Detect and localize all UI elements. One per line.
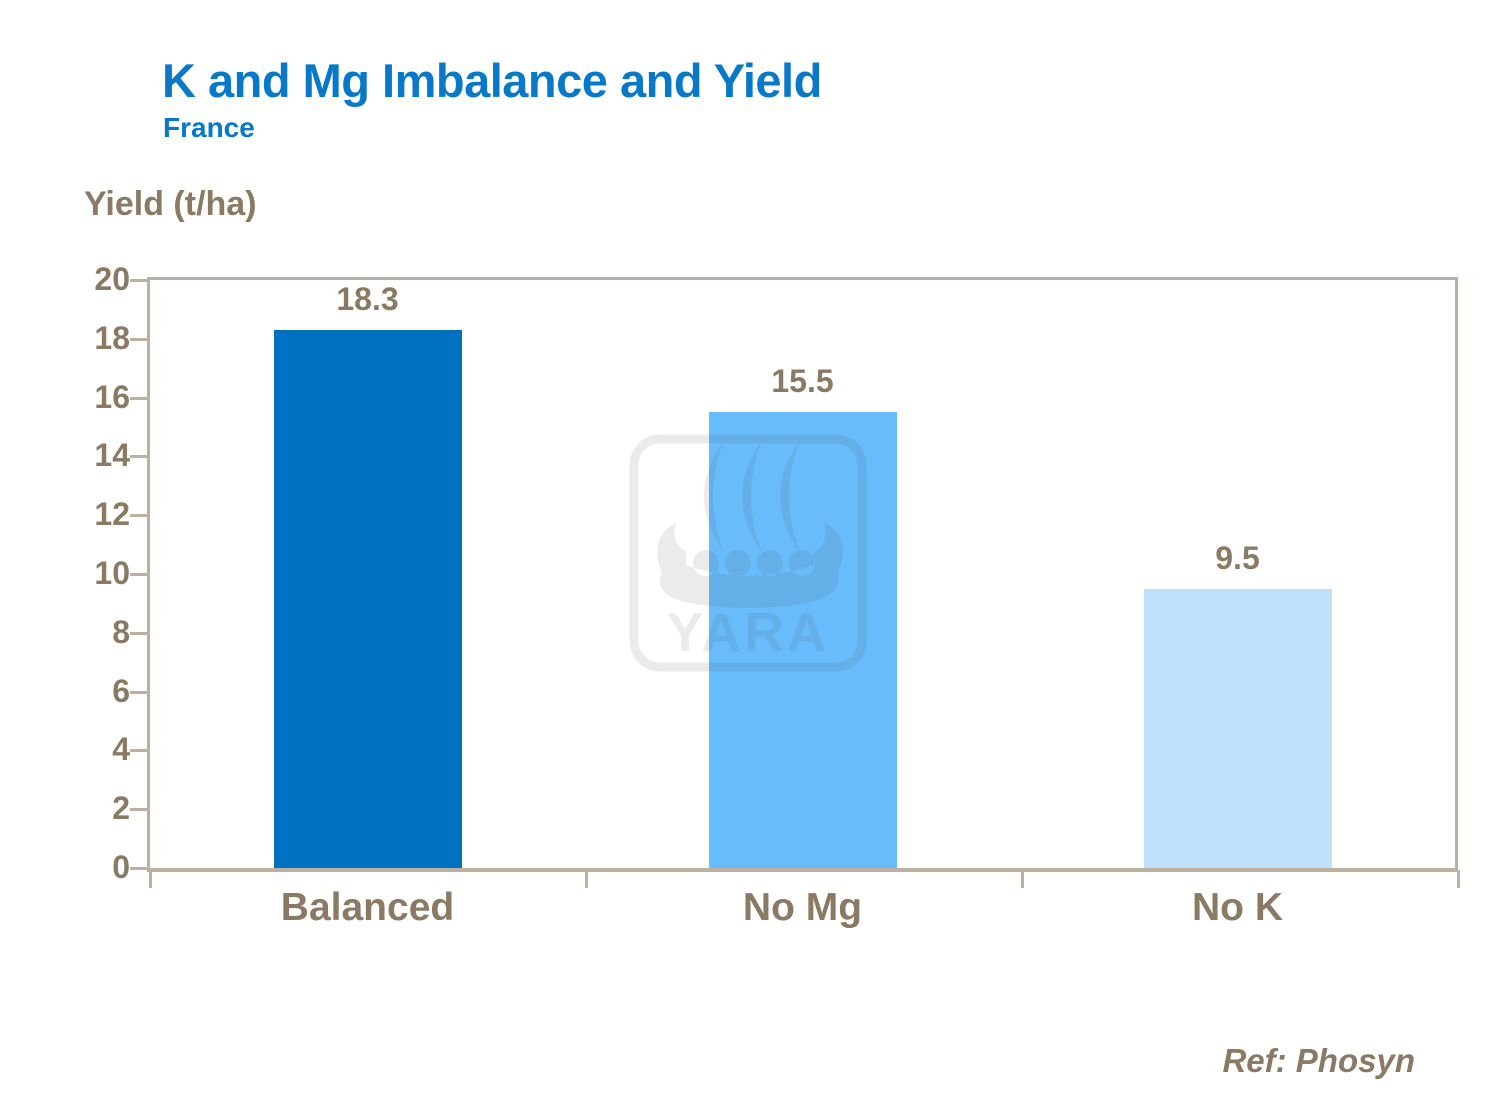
reference-note: Ref: Phosyn xyxy=(1222,1042,1415,1079)
bar-value-label: 9.5 xyxy=(1215,539,1260,576)
bar-column: 15.5 xyxy=(585,280,1020,868)
category-axis-labels: Balanced No Mg No K xyxy=(150,886,1455,930)
category-label: No K xyxy=(1192,886,1283,929)
x-axis-tick-mark xyxy=(1020,870,1024,888)
bar-column: 9.5 xyxy=(1020,280,1455,868)
plot-area: 18.3 15.5 9.5 xyxy=(147,277,1458,872)
y-axis-tick-label: 12 xyxy=(94,496,130,533)
y-axis-tick-mark xyxy=(130,337,150,341)
x-axis-tick-mark xyxy=(149,870,152,888)
y-axis-tick-mark xyxy=(130,279,150,282)
y-axis-tick-label: 2 xyxy=(112,790,130,827)
y-axis-tick-label: 8 xyxy=(112,613,130,650)
bar-value-label: 15.5 xyxy=(771,363,834,400)
y-axis-tick-mark xyxy=(130,396,150,400)
y-axis-tick-label: 4 xyxy=(112,731,130,768)
y-axis-tick-label: 16 xyxy=(94,378,130,415)
bar-balanced xyxy=(273,329,462,868)
y-axis-tick-mark xyxy=(130,573,150,576)
category-label: No Mg xyxy=(742,886,863,929)
bar-no-k xyxy=(1143,588,1332,868)
y-axis-tick-label: 20 xyxy=(94,261,130,297)
y-axis-tick-mark xyxy=(130,749,150,753)
chart-subtitle: France xyxy=(163,112,255,143)
y-axis-tick-label: 14 xyxy=(94,437,130,474)
x-axis-tick-mark xyxy=(1457,870,1460,888)
category-label: Balanced xyxy=(280,886,455,929)
y-axis-tick-mark xyxy=(130,514,150,518)
y-axis-tick-label: 18 xyxy=(94,319,130,356)
y-axis-tick-label: 0 xyxy=(112,849,130,885)
y-axis-tick-mark xyxy=(130,455,150,459)
y-axis-tick-mark xyxy=(130,808,150,812)
y-axis-tick-mark xyxy=(130,690,150,694)
x-axis-tick-mark xyxy=(584,870,588,888)
y-axis-tick-label: 10 xyxy=(94,555,130,591)
chart-title: K and Mg Imbalance and Yield xyxy=(162,54,822,107)
y-axis-tick-mark xyxy=(130,867,150,870)
y-axis-tick-label: 6 xyxy=(112,672,130,709)
bar-value-label: 18.3 xyxy=(336,280,399,317)
y-axis: 20 18 16 14 12 10 8 6 4 2 0 xyxy=(0,261,150,885)
bar-column: 18.3 xyxy=(150,280,585,868)
bar-no-mg xyxy=(708,412,897,868)
y-axis-title: Yield (t/ha) xyxy=(84,185,257,223)
x-axis xyxy=(149,870,1460,890)
y-axis-tick-mark xyxy=(130,631,150,635)
